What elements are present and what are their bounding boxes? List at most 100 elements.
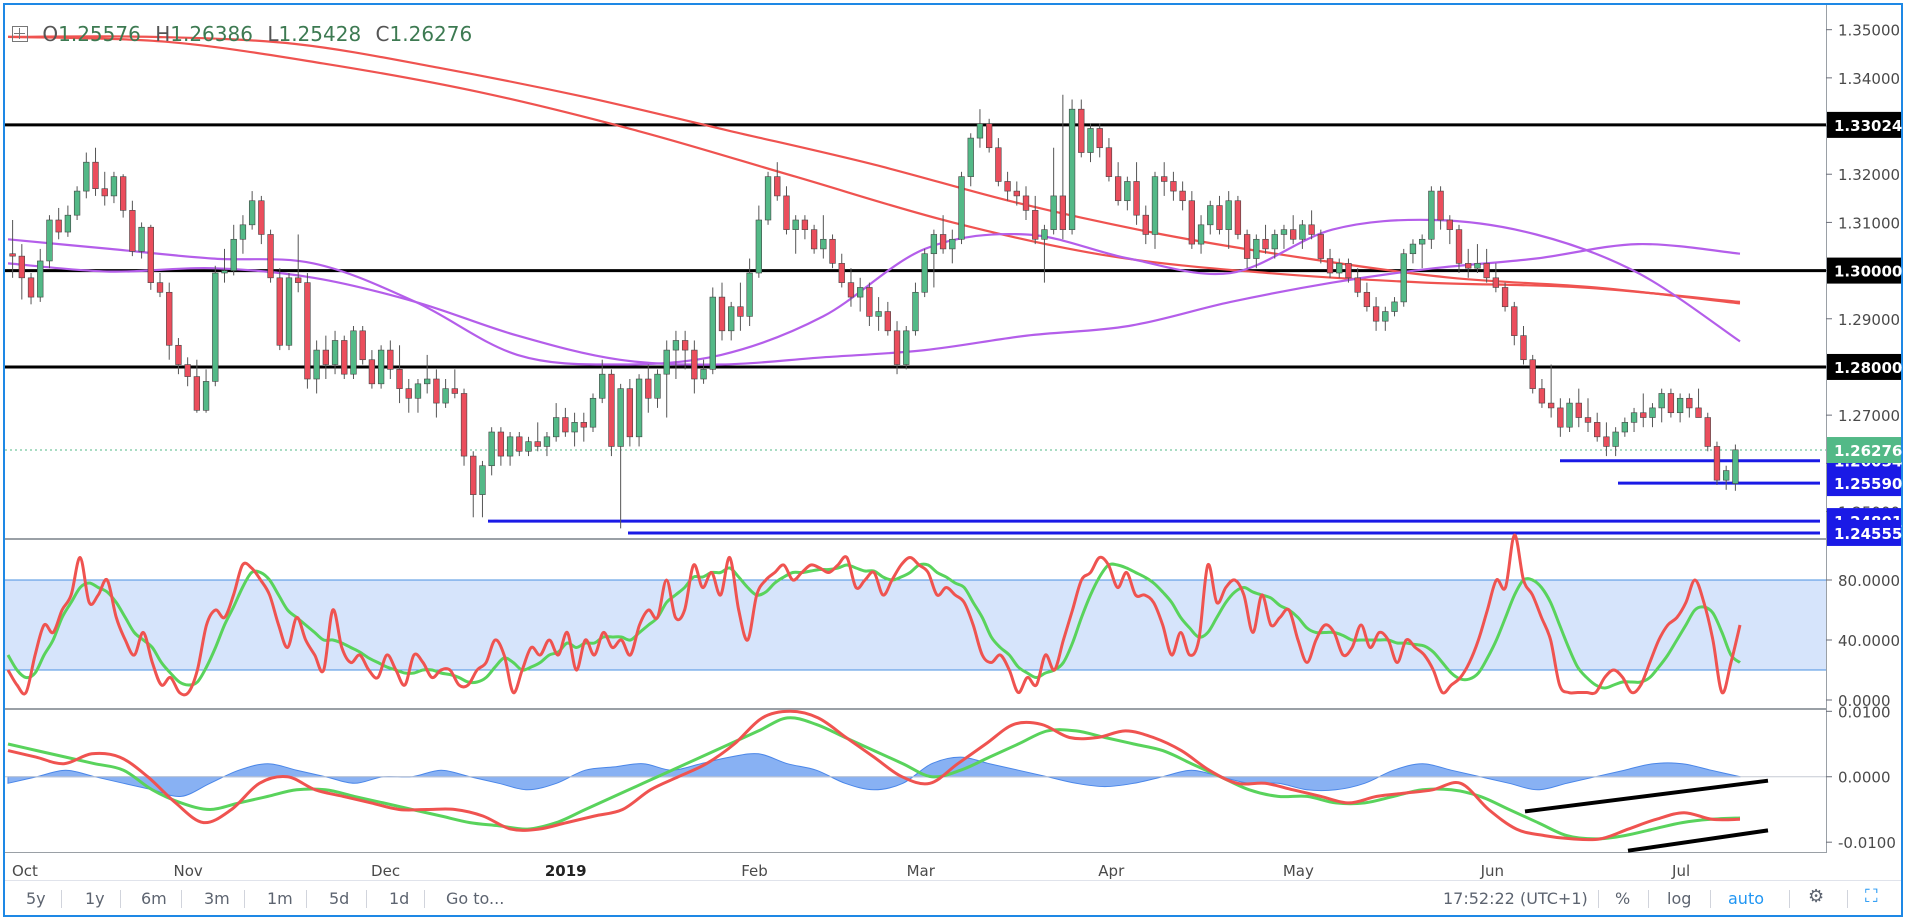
candle-body bbox=[774, 176, 781, 197]
candle bbox=[156, 273, 164, 298]
candle bbox=[1511, 301, 1518, 346]
candle bbox=[1234, 195, 1242, 240]
fullscreen-icon[interactable]: ⛶ bbox=[1865, 886, 1878, 907]
candle-body bbox=[1004, 181, 1011, 192]
candle-body bbox=[488, 431, 495, 467]
range-5y-button[interactable]: 5y bbox=[26, 889, 46, 908]
candle bbox=[1603, 422, 1610, 457]
candle bbox=[377, 345, 385, 389]
candle-body bbox=[525, 441, 532, 452]
candle bbox=[1013, 181, 1020, 206]
candle-body bbox=[562, 417, 569, 433]
candle bbox=[949, 229, 956, 264]
time-axis-label: Mar bbox=[907, 862, 936, 880]
candle-body bbox=[608, 373, 615, 447]
candle bbox=[617, 383, 624, 529]
percent-toggle[interactable]: % bbox=[1615, 889, 1631, 908]
toolbar-divider bbox=[181, 890, 182, 908]
candle-body bbox=[1474, 263, 1481, 269]
range-5d-button[interactable]: 5d bbox=[329, 889, 350, 908]
candle bbox=[267, 229, 274, 283]
candle-body bbox=[1621, 422, 1628, 433]
candle bbox=[1732, 444, 1739, 491]
macd-tick-label: 0.0100 bbox=[1838, 703, 1891, 721]
oscillator-tick-label: 40.0000 bbox=[1838, 632, 1900, 650]
candle-body bbox=[193, 376, 201, 411]
candle bbox=[1575, 388, 1582, 428]
candle bbox=[737, 282, 744, 331]
settings-gear-icon[interactable]: ⚙ bbox=[1808, 886, 1825, 907]
toolbar-divider bbox=[1710, 890, 1711, 908]
range-1y-button[interactable]: 1y bbox=[85, 889, 105, 908]
toolbar-divider bbox=[244, 890, 245, 908]
candle-body bbox=[626, 388, 634, 438]
candle bbox=[1041, 224, 1048, 283]
candle-body bbox=[405, 388, 412, 399]
candle bbox=[921, 248, 928, 298]
candle bbox=[571, 412, 578, 447]
candle bbox=[322, 335, 329, 379]
clock-readout[interactable]: 17:52:22 (UTC+1) bbox=[1443, 889, 1588, 908]
candle bbox=[1382, 306, 1389, 331]
level-label: 1.28000 bbox=[1834, 359, 1902, 377]
range-6m-button[interactable]: 6m bbox=[141, 889, 167, 908]
candle bbox=[313, 340, 320, 394]
candle bbox=[460, 388, 468, 466]
candle bbox=[1114, 162, 1122, 206]
candle bbox=[396, 345, 403, 404]
candle bbox=[129, 200, 136, 257]
candle-body bbox=[847, 282, 855, 298]
candle bbox=[55, 207, 62, 240]
candle-body bbox=[1520, 335, 1527, 361]
candle-body bbox=[18, 255, 25, 279]
candle-body bbox=[645, 378, 652, 399]
candle bbox=[599, 359, 606, 404]
candle-body bbox=[46, 219, 53, 262]
candle bbox=[506, 432, 514, 466]
candle-body bbox=[267, 234, 274, 279]
candle-body bbox=[239, 224, 247, 240]
candle bbox=[1004, 171, 1011, 201]
macd-tick-label: -0.0100 bbox=[1838, 834, 1896, 852]
candle bbox=[1538, 379, 1546, 408]
candle bbox=[672, 330, 680, 379]
candle bbox=[866, 282, 873, 326]
candle bbox=[847, 268, 855, 307]
pane-divider bbox=[5, 538, 1826, 540]
candle bbox=[230, 224, 237, 276]
expand-icon[interactable] bbox=[12, 26, 28, 42]
candle-body bbox=[1197, 224, 1205, 245]
candle bbox=[433, 369, 440, 418]
candle-body bbox=[1336, 263, 1343, 274]
candle bbox=[166, 282, 173, 360]
toolbar-divider bbox=[424, 890, 425, 908]
auto-scale-toggle[interactable]: auto bbox=[1728, 889, 1765, 908]
candle bbox=[912, 282, 919, 336]
candle bbox=[1501, 282, 1509, 312]
candle bbox=[1529, 354, 1536, 394]
candle-body bbox=[147, 226, 154, 283]
candle-body bbox=[1326, 258, 1334, 274]
candle bbox=[285, 273, 293, 351]
candle-body bbox=[1216, 205, 1223, 230]
candle-body bbox=[350, 330, 357, 375]
candle bbox=[221, 248, 228, 283]
candle-body bbox=[424, 378, 431, 385]
candle-body bbox=[1013, 190, 1020, 197]
log-toggle[interactable]: log bbox=[1667, 889, 1692, 908]
candle-body bbox=[1455, 229, 1463, 264]
candle bbox=[1547, 364, 1555, 418]
range-1m-button[interactable]: 1m bbox=[267, 889, 293, 908]
candle bbox=[101, 171, 108, 206]
range-1d-button[interactable]: 1d bbox=[389, 889, 410, 908]
candle bbox=[193, 359, 201, 413]
goto-button[interactable]: Go to... bbox=[446, 889, 505, 908]
candle bbox=[746, 258, 753, 326]
candle bbox=[792, 215, 799, 254]
candle-body bbox=[838, 263, 845, 283]
range-3m-button[interactable]: 3m bbox=[204, 889, 230, 908]
price-tick-label: 1.32000 bbox=[1838, 166, 1900, 184]
candle-body bbox=[451, 388, 458, 394]
candle-body bbox=[1133, 181, 1140, 216]
